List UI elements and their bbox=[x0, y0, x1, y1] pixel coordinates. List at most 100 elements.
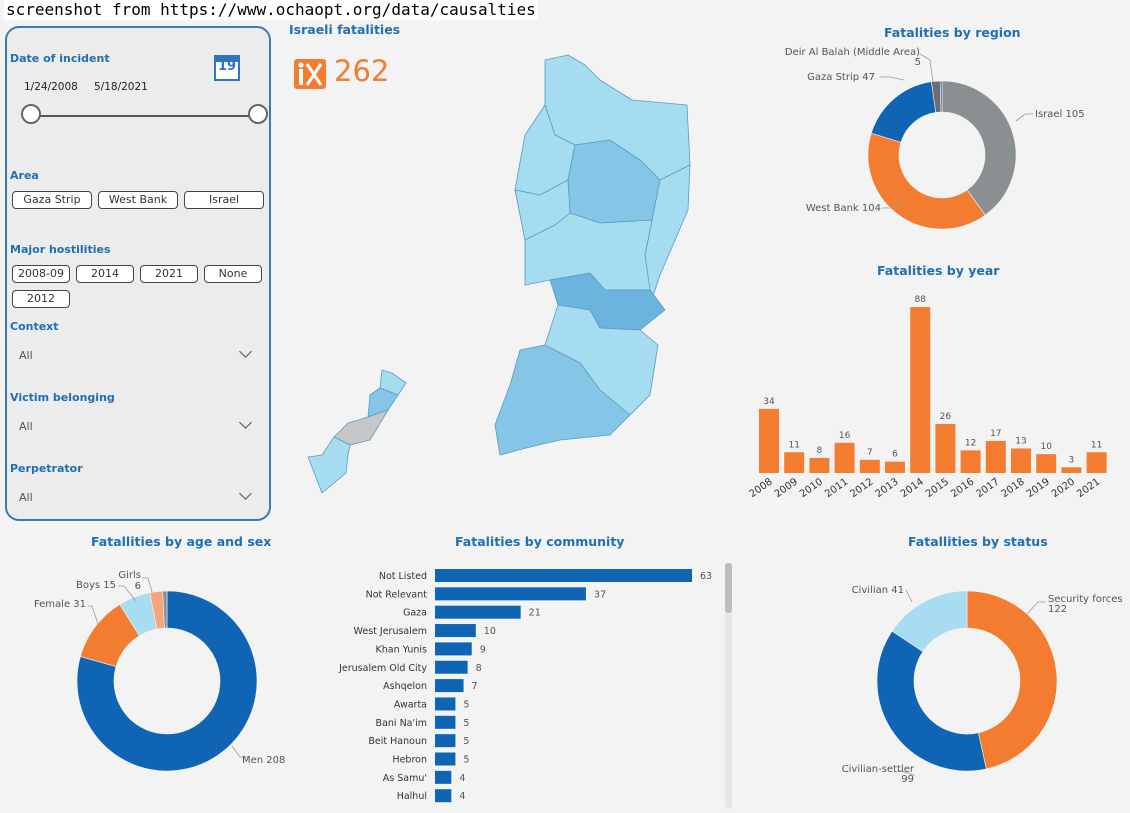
year-chart-title: Fatalities by year bbox=[877, 263, 1000, 278]
map-region-gaza-city bbox=[367, 387, 399, 418]
bar-halhul[interactable] bbox=[435, 789, 452, 803]
region-chart-title: Fatalities by region bbox=[884, 25, 1021, 40]
data-label: Girls bbox=[118, 570, 141, 581]
slice-civilian[interactable] bbox=[891, 590, 968, 653]
bar-awarta[interactable] bbox=[435, 697, 456, 711]
bar-2021[interactable] bbox=[1086, 452, 1107, 473]
map-region-gaza-middle bbox=[333, 409, 389, 446]
leader-line bbox=[919, 53, 934, 83]
bar-ashqelon[interactable] bbox=[435, 679, 464, 693]
date-end-value[interactable]: 5/18/2021 bbox=[94, 81, 148, 93]
slice-civilian-settler[interactable] bbox=[876, 630, 987, 772]
hostilities-chip-none[interactable]: None bbox=[204, 265, 262, 283]
date-slider-track[interactable] bbox=[32, 115, 259, 117]
bar-2011[interactable] bbox=[834, 442, 855, 473]
victim-dropdown-value[interactable]: All bbox=[19, 420, 33, 433]
slice-israel[interactable] bbox=[941, 80, 1017, 216]
calendar-icon[interactable]: 19 bbox=[214, 55, 240, 81]
bar-not-listed[interactable] bbox=[435, 569, 692, 582]
bar-value-label: 5 bbox=[463, 718, 469, 729]
date-start-value[interactable]: 1/24/2008 bbox=[24, 81, 78, 93]
hostilities-chip-2014[interactable]: 2014 bbox=[76, 265, 134, 283]
bar-value-label: 4 bbox=[459, 773, 465, 784]
hostilities-chip-2008-09[interactable]: 2008-09 bbox=[12, 265, 70, 283]
bar-2014[interactable] bbox=[910, 307, 931, 473]
bar-as-samu[interactable] bbox=[435, 770, 452, 784]
bar-2018[interactable] bbox=[1011, 448, 1031, 473]
perpetrator-filter-label: Perpetrator bbox=[10, 462, 83, 475]
bar-value-label: 10 bbox=[1040, 442, 1052, 452]
context-dropdown-value[interactable]: All bbox=[19, 349, 33, 362]
community-scrollbar[interactable] bbox=[725, 563, 732, 809]
leader-line bbox=[231, 745, 248, 758]
chevron-down-icon[interactable] bbox=[239, 345, 252, 358]
leader-line bbox=[142, 577, 153, 593]
x-tick-label: 2021 bbox=[1075, 476, 1102, 500]
category-label: Halhul bbox=[397, 791, 427, 802]
map-visual[interactable] bbox=[300, 45, 700, 500]
map-region-central bbox=[524, 212, 653, 291]
x-tick-label: 2011 bbox=[823, 476, 850, 500]
bar-2016[interactable] bbox=[960, 450, 981, 473]
bar-beit-hanoun[interactable] bbox=[435, 734, 456, 748]
x-tick-label: 2017 bbox=[974, 476, 1001, 500]
area-chip-israel[interactable]: Israel bbox=[184, 191, 264, 209]
hostilities-chip-2021[interactable]: 2021 bbox=[140, 265, 198, 283]
date-slider-end-handle[interactable] bbox=[248, 104, 268, 124]
bar-jerusalem-old-city[interactable] bbox=[435, 660, 468, 674]
bar-2015[interactable] bbox=[935, 423, 956, 473]
status-chart-title: Fatallities by status bbox=[908, 534, 1048, 549]
bar-2017[interactable] bbox=[985, 440, 1006, 473]
community-scrollbar-thumb[interactable] bbox=[725, 563, 732, 613]
data-label: Deir Al Balah (Middle Area) bbox=[785, 47, 920, 58]
bar-bani-na-im[interactable] bbox=[435, 715, 456, 729]
bar-value-label: 7 bbox=[472, 681, 478, 692]
bar-gaza[interactable] bbox=[435, 605, 521, 619]
slice-security-forces[interactable] bbox=[966, 590, 1058, 770]
bar-value-label: 7 bbox=[867, 448, 873, 458]
chevron-down-icon[interactable] bbox=[239, 487, 252, 500]
leader-line bbox=[882, 198, 907, 209]
slice-other[interactable] bbox=[939, 80, 943, 113]
year-bar-chart[interactable]: 3420081120098201016201172012620138820142… bbox=[740, 280, 1130, 510]
bar-2009[interactable] bbox=[784, 452, 805, 473]
category-label: As Samu' bbox=[383, 773, 427, 784]
bar-value-label: 37 bbox=[594, 589, 606, 600]
category-label: Khan Yunis bbox=[376, 644, 428, 655]
bar-2008[interactable] bbox=[759, 408, 779, 473]
bar-not-relevant[interactable] bbox=[435, 587, 586, 601]
bar-value-label: 6 bbox=[892, 450, 898, 460]
slice-west-bank[interactable] bbox=[867, 132, 986, 230]
bar-value-label: 21 bbox=[529, 608, 541, 619]
slice-other[interactable] bbox=[162, 590, 168, 629]
data-label: 6 bbox=[135, 581, 141, 592]
area-chip-west-bank[interactable]: West Bank bbox=[98, 191, 178, 209]
bar-2013[interactable] bbox=[885, 461, 905, 473]
perpetrator-dropdown-value[interactable]: All bbox=[19, 491, 33, 504]
hostilities-chip-2012[interactable]: 2012 bbox=[12, 290, 70, 308]
region-donut-chart[interactable]: Israel 105 West Bank 104 Gaza Strip 47 Deir… bbox=[780, 40, 1130, 240]
hostilities-filter-label: Major hostilities bbox=[10, 243, 111, 256]
bar-2010[interactable] bbox=[809, 457, 830, 473]
bar-value-label: 11 bbox=[1091, 440, 1102, 450]
x-tick-label: 2015 bbox=[924, 476, 951, 500]
bar-west-jerusalem[interactable] bbox=[435, 624, 476, 638]
bar-value-label: 13 bbox=[1015, 436, 1026, 446]
slice-men[interactable] bbox=[76, 590, 258, 772]
bar-2019[interactable] bbox=[1036, 454, 1057, 473]
bar-hebron[interactable] bbox=[435, 752, 456, 766]
bar-khan-yunis[interactable] bbox=[435, 642, 472, 656]
bar-2012[interactable] bbox=[859, 459, 880, 473]
slice-gaza-strip[interactable] bbox=[870, 81, 937, 143]
community-bar-chart[interactable]: Not Listed 63 Not Relevant 37 Gaza 21 West Jer… bbox=[335, 560, 725, 810]
chevron-down-icon[interactable] bbox=[239, 416, 252, 429]
area-chip-gaza-strip[interactable]: Gaza Strip bbox=[12, 191, 92, 209]
victim-filter-label: Victim belonging bbox=[10, 391, 115, 404]
context-filter-label: Context bbox=[10, 320, 59, 333]
data-label: Civilian 41 bbox=[852, 585, 904, 596]
bar-2020[interactable] bbox=[1061, 467, 1082, 473]
date-slider-start-handle[interactable] bbox=[21, 104, 41, 124]
bar-value-label: 4 bbox=[459, 791, 465, 802]
